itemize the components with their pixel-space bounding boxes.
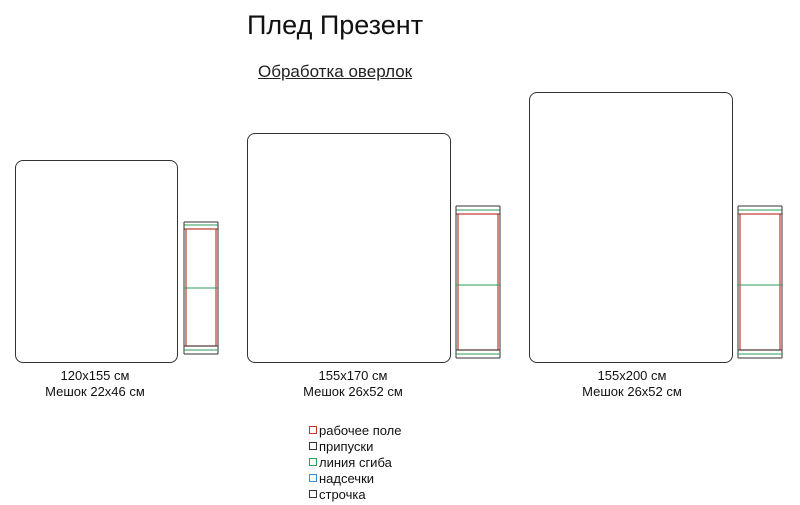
legend-item-allowances: припуски xyxy=(309,438,402,454)
legend-label: линия сгиба xyxy=(319,454,392,470)
caption-item-1: 120x155 см Мешок 22x46 см xyxy=(30,368,160,400)
legend-swatch xyxy=(309,426,317,434)
bag-label: Мешок 26x52 см xyxy=(582,384,682,399)
bag-pattern-26x52-a xyxy=(455,205,501,359)
legend-label: надсечки xyxy=(319,470,375,486)
legend-item-fold-line: линия сгиба xyxy=(309,454,402,470)
legend-swatch xyxy=(309,458,317,466)
legend-label: припуски xyxy=(319,438,374,454)
caption-item-2: 155x170 см Мешок 26x52 см xyxy=(283,368,423,400)
blanket-155x200 xyxy=(529,92,733,363)
legend-label: строчка xyxy=(319,486,366,502)
legend-swatch xyxy=(309,474,317,482)
legend-label: рабочее поле xyxy=(319,422,402,438)
bag-label: Мешок 22x46 см xyxy=(45,384,145,399)
legend-item-notches: надсечки xyxy=(309,470,402,486)
size-label: 155x170 см xyxy=(318,368,388,383)
legend: рабочее поле припуски линия сгиба надсеч… xyxy=(309,422,402,502)
blanket-155x170 xyxy=(247,133,451,363)
size-label: 155x200 см xyxy=(597,368,667,383)
blanket-120x155 xyxy=(15,160,178,363)
legend-item-working-field: рабочее поле xyxy=(309,422,402,438)
legend-swatch xyxy=(309,490,317,498)
page-subtitle: Обработка оверлок xyxy=(258,62,413,81)
bag-pattern-22x46 xyxy=(183,221,219,355)
size-label: 120x155 см xyxy=(60,368,130,383)
legend-item-stitching: строчка xyxy=(309,486,402,502)
page-title: Плед Презент xyxy=(247,10,424,40)
legend-swatch xyxy=(309,442,317,450)
bag-label: Мешок 26x52 см xyxy=(303,384,403,399)
caption-item-3: 155x200 см Мешок 26x52 см xyxy=(562,368,702,400)
bag-pattern-26x52-b xyxy=(737,205,783,359)
